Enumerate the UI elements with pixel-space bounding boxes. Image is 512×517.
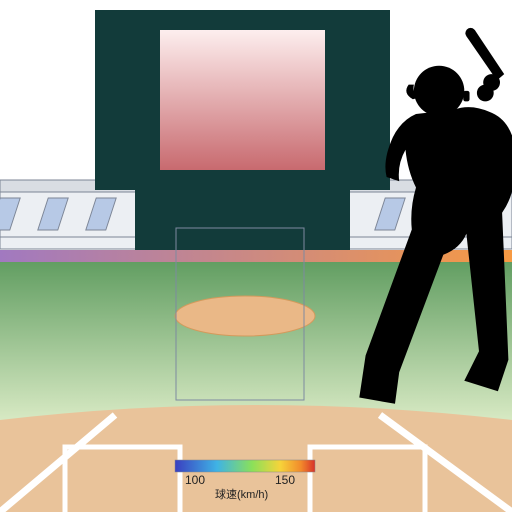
legend-tick: 100 (185, 473, 205, 487)
outfield-grass (0, 262, 512, 420)
stadium-scene: 100 150 球速(km/h) (0, 0, 512, 512)
legend-label: 球速(km/h) (215, 487, 268, 501)
pitchers-mound (175, 296, 315, 336)
scoreboard-screen (160, 30, 325, 170)
scoreboard-body (135, 190, 350, 250)
speed-legend-bar (175, 460, 315, 472)
legend-tick: 150 (275, 473, 295, 487)
